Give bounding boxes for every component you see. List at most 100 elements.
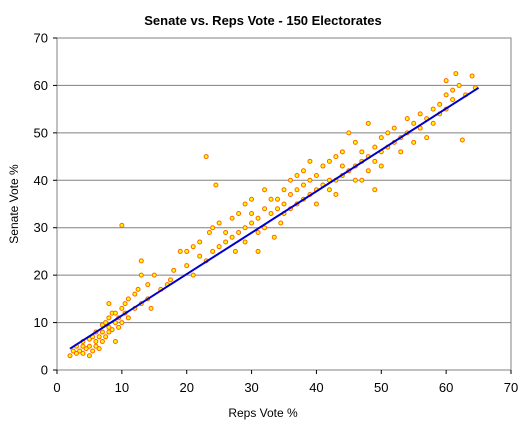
data-point (171, 267, 177, 273)
data-point (210, 225, 216, 231)
data-point (313, 173, 319, 179)
data-point (229, 215, 235, 221)
data-point (430, 106, 436, 112)
y-tick-label: 70 (34, 31, 48, 46)
data-point (197, 253, 203, 259)
data-point (437, 101, 443, 107)
data-point (281, 201, 287, 207)
x-axis-ticks: 0 10 20 30 40 50 60 70 (53, 370, 518, 395)
data-point (96, 346, 102, 352)
data-point (112, 339, 118, 345)
data-point (255, 215, 261, 221)
data-point (223, 239, 229, 245)
data-point (86, 343, 92, 349)
data-point (385, 130, 391, 136)
data-point (411, 139, 417, 145)
data-point (430, 120, 436, 126)
data-point (339, 149, 345, 155)
data-point (103, 334, 109, 340)
data-point (359, 149, 365, 155)
data-point (404, 116, 410, 122)
data-point (262, 206, 268, 212)
data-point (106, 324, 112, 330)
x-tick-label: 0 (53, 380, 60, 395)
data-point (125, 296, 131, 302)
data-point (262, 187, 268, 193)
y-tick-label: 30 (34, 220, 48, 235)
x-tick-label: 30 (244, 380, 258, 395)
data-point (232, 248, 238, 254)
data-point (106, 301, 112, 307)
data-point (99, 329, 105, 335)
data-point (99, 339, 105, 345)
data-point (216, 220, 222, 226)
y-axis-ticks: 0 10 20 30 40 50 60 70 (34, 31, 57, 378)
data-point (138, 258, 144, 264)
data-point (294, 187, 300, 193)
data-point (352, 177, 358, 183)
x-tick-label: 10 (115, 380, 129, 395)
data-point (287, 177, 293, 183)
data-point (80, 350, 86, 356)
data-point (67, 353, 73, 359)
data-point (365, 120, 371, 126)
data-point (278, 220, 284, 226)
data-point (93, 343, 99, 349)
y-axis-label: Senate Vote % (7, 164, 21, 244)
data-point (268, 196, 274, 202)
data-point (307, 177, 313, 183)
data-point (90, 348, 96, 354)
data-point (271, 234, 277, 240)
data-point (96, 334, 102, 340)
data-point (378, 163, 384, 169)
data-point (300, 182, 306, 188)
data-point (216, 244, 222, 250)
data-point (119, 222, 125, 228)
data-point (138, 272, 144, 278)
x-tick-label: 50 (374, 380, 388, 395)
data-point (229, 234, 235, 240)
gridlines (57, 84, 511, 324)
data-point (236, 210, 242, 216)
data-point (424, 135, 430, 141)
data-point (372, 187, 378, 193)
data-point (135, 286, 141, 292)
data-point (106, 315, 112, 321)
data-point (469, 73, 475, 79)
data-point (346, 130, 352, 136)
data-point (249, 220, 255, 226)
data-point (417, 111, 423, 117)
data-point (443, 78, 449, 84)
data-point (73, 350, 79, 356)
data-point (93, 339, 99, 345)
data-point (236, 229, 242, 235)
data-point (184, 263, 190, 269)
data-point (145, 282, 151, 288)
y-tick-label: 0 (41, 363, 48, 378)
data-point (294, 173, 300, 179)
data-point (352, 139, 358, 145)
data-point (275, 206, 281, 212)
data-point (249, 196, 255, 202)
data-point (378, 135, 384, 141)
data-point (320, 163, 326, 169)
data-point (391, 125, 397, 131)
data-point (313, 201, 319, 207)
trendline (69, 86, 480, 350)
data-point (268, 210, 274, 216)
data-point (242, 201, 248, 207)
data-point (262, 225, 268, 231)
data-point (190, 244, 196, 250)
data-point (184, 248, 190, 254)
data-point (287, 192, 293, 198)
chart-title: Senate vs. Reps Vote - 150 Electorates (144, 13, 381, 28)
data-point (122, 301, 128, 307)
data-point (119, 320, 125, 326)
data-point (372, 158, 378, 164)
y-tick-label: 10 (34, 315, 48, 330)
data-point (359, 177, 365, 183)
data-point (255, 229, 261, 235)
data-point (116, 324, 122, 330)
data-point (339, 163, 345, 169)
data-point (86, 353, 92, 359)
